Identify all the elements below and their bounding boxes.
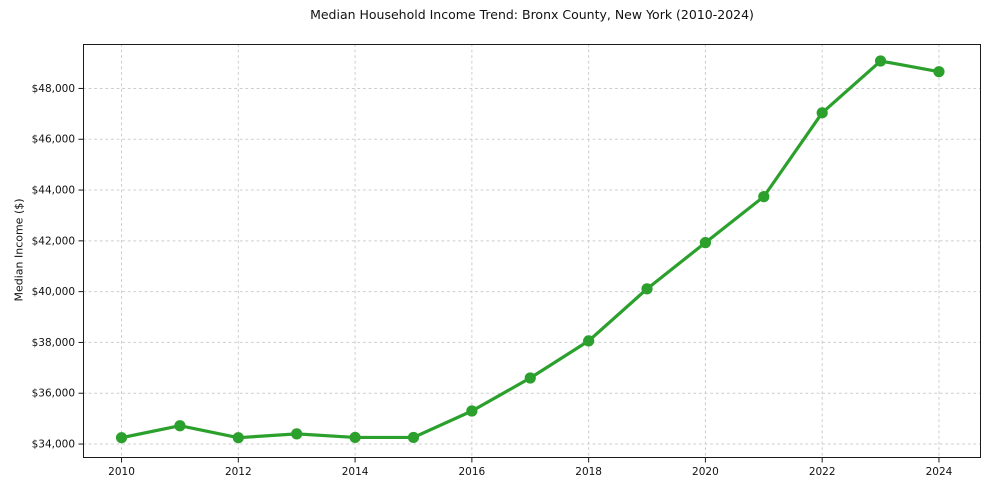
data-point-2019 <box>641 283 653 295</box>
x-tick-label: 2024 <box>926 466 953 478</box>
data-points <box>115 55 945 444</box>
x-tick-label: 2020 <box>692 466 719 478</box>
y-tick-label: $46,000 <box>32 134 75 146</box>
data-point-2021 <box>758 191 770 203</box>
y-tick-label: $38,000 <box>32 337 75 349</box>
data-point-2017 <box>524 372 536 384</box>
gridlines <box>83 44 981 458</box>
y-tick-label: $34,000 <box>32 438 75 450</box>
y-axis-ticks: $34,000 $36,000 $38,000 $40,000 $42,000 $44,0… <box>32 83 83 450</box>
data-point-2024 <box>933 66 945 78</box>
data-point-2013 <box>291 428 303 440</box>
y-tick-label: $44,000 <box>32 185 75 197</box>
data-point-2020 <box>699 237 712 249</box>
y-tick-label: $40,000 <box>32 286 75 298</box>
data-point-2011 <box>174 420 186 432</box>
x-axis-ticks: 2010 2012 2014 2016 2018 2020 2022 2024 <box>108 458 953 478</box>
data-point-2016 <box>466 405 478 417</box>
y-axis-label: Median Income ($) <box>12 198 26 302</box>
data-point-2014 <box>349 431 361 444</box>
x-tick-label: 2014 <box>342 466 369 478</box>
chart-title: Median Household Income Trend: Bronx Cou… <box>310 7 754 22</box>
x-tick-label: 2012 <box>225 466 252 478</box>
plot-area: 2010 2012 2014 2016 2018 2020 2022 2024$34,000$… <box>32 44 981 478</box>
data-point-2023 <box>874 55 887 67</box>
data-point-2015 <box>407 431 420 444</box>
data-point-2012 <box>232 432 244 444</box>
x-tick-label: 2010 <box>108 466 135 478</box>
x-tick-label: 2016 <box>458 466 485 478</box>
plot-border <box>83 44 981 458</box>
data-point-2022 <box>816 107 828 119</box>
data-point-2018 <box>583 335 595 347</box>
x-tick-label: 2022 <box>809 466 836 478</box>
y-tick-label: $42,000 <box>32 235 75 247</box>
y-tick-label: $48,000 <box>32 83 75 95</box>
data-point-2010 <box>115 432 128 444</box>
x-tick-label: 2018 <box>575 466 602 478</box>
y-tick-label: $36,000 <box>32 388 75 400</box>
